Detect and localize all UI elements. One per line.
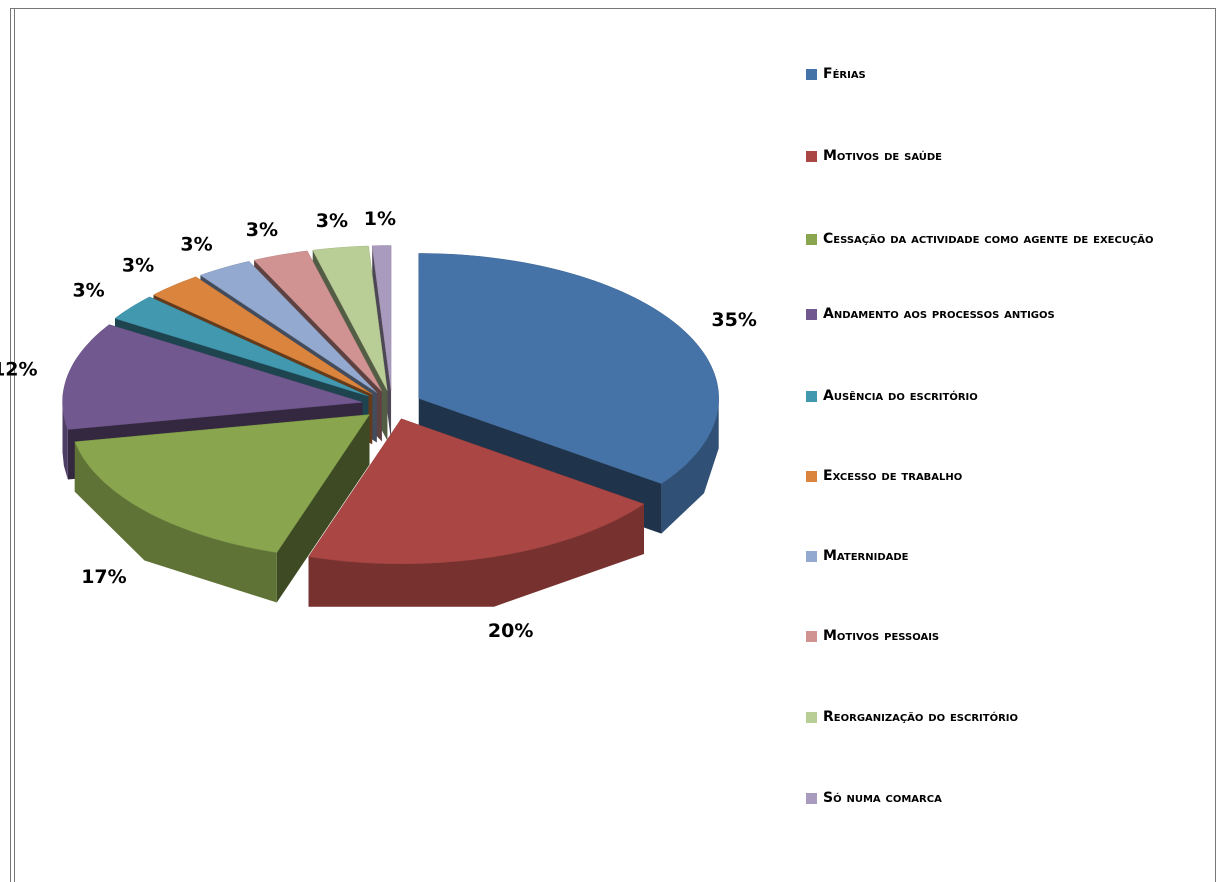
legend-label: Ausência do escritório — [823, 388, 978, 404]
data-label: 3% — [180, 234, 212, 256]
legend-label: Motivos pessoais — [823, 628, 940, 644]
legend-label: Reorganização do escritório — [823, 709, 1019, 725]
legend-label: Cessação da actividade como agente de ex… — [823, 231, 1154, 247]
legend-item: Motivos pessoais — [806, 622, 1184, 650]
legend-label: Andamento aos processos antigos — [823, 306, 1055, 322]
slice — [308, 418, 645, 565]
slice — [74, 414, 370, 553]
legend-item: Maternidade — [806, 542, 1184, 570]
legend-label: Só numa comarca — [823, 790, 942, 806]
data-label: 3% — [316, 210, 348, 232]
data-label: 3% — [246, 219, 278, 241]
legend-item: Férias — [806, 60, 1184, 88]
slice — [371, 245, 392, 391]
legend-swatch — [806, 793, 817, 804]
legend-label: Férias — [823, 66, 866, 82]
data-label: 35% — [711, 309, 756, 331]
slice — [312, 245, 388, 391]
legend-swatch — [806, 391, 817, 402]
legend-swatch — [806, 471, 817, 482]
slice — [62, 324, 363, 430]
legend-label: Maternidade — [823, 548, 909, 564]
slice — [152, 276, 373, 395]
data-label: 17% — [81, 566, 126, 588]
data-label: 3% — [72, 280, 104, 302]
slice-group — [308, 418, 645, 607]
legend-label: Motivos de saúde — [823, 148, 943, 164]
data-label: 3% — [122, 254, 154, 276]
slice-rim — [74, 441, 277, 603]
slice-rim — [308, 504, 644, 607]
legend-swatch — [806, 631, 817, 642]
legend-swatch — [806, 151, 817, 162]
slice-rim — [661, 398, 719, 534]
slice — [253, 250, 383, 392]
frame — [10, 8, 1216, 882]
slice — [418, 253, 719, 484]
slice — [199, 261, 377, 393]
legend-item: Só numa comarca — [806, 784, 1184, 812]
slice-group — [74, 414, 370, 603]
legend-swatch — [806, 712, 817, 723]
legend-label: Excesso de trabalho — [823, 468, 963, 484]
legend-swatch — [806, 234, 817, 245]
legend-swatch — [806, 551, 817, 562]
slice-rim — [62, 402, 68, 480]
legend-item: Andamento aos processos antigos — [806, 300, 1184, 328]
slice — [114, 296, 369, 397]
data-label: 1% — [364, 208, 396, 230]
legend-item: Reorganização do escritório — [806, 703, 1184, 731]
legend-swatch — [806, 309, 817, 320]
legend-item: Cessação da actividade como agente de ex… — [806, 225, 1184, 253]
legend-swatch — [806, 69, 817, 80]
data-label: 12% — [0, 359, 38, 381]
data-label: 20% — [488, 620, 533, 642]
legend-item: Motivos de saúde — [806, 142, 1184, 170]
legend-item: Excesso de trabalho — [806, 462, 1184, 490]
legend-item: Ausência do escritório — [806, 382, 1184, 410]
